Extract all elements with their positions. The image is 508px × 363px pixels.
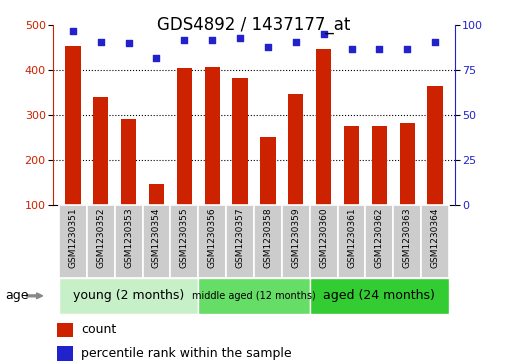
Point: [403, 46, 411, 52]
Bar: [115, 205, 143, 278]
Point: [69, 28, 77, 34]
Text: GSM1230363: GSM1230363: [403, 207, 412, 268]
Text: age: age: [5, 289, 28, 302]
Bar: [226, 205, 254, 278]
Bar: [57, 346, 73, 361]
Text: young (2 months): young (2 months): [73, 289, 184, 302]
Bar: [198, 205, 226, 278]
Bar: [177, 68, 192, 250]
Bar: [87, 205, 115, 278]
Text: GSM1230361: GSM1230361: [347, 207, 356, 268]
Point: [431, 39, 439, 45]
Bar: [198, 278, 310, 314]
Text: middle aged (12 months): middle aged (12 months): [192, 291, 316, 301]
Bar: [59, 205, 87, 278]
Bar: [310, 205, 338, 278]
Point: [292, 39, 300, 45]
Text: GSM1230355: GSM1230355: [180, 207, 189, 268]
Bar: [421, 205, 449, 278]
Text: count: count: [81, 323, 117, 337]
Text: GSM1230359: GSM1230359: [291, 207, 300, 268]
Point: [347, 46, 356, 52]
Bar: [170, 205, 198, 278]
Bar: [288, 94, 303, 250]
Text: percentile rank within the sample: percentile rank within the sample: [81, 347, 292, 360]
Bar: [365, 205, 393, 278]
Bar: [372, 126, 387, 250]
Text: GSM1230357: GSM1230357: [236, 207, 244, 268]
Point: [320, 32, 328, 37]
Point: [97, 39, 105, 45]
Bar: [205, 67, 220, 250]
Text: aged (24 months): aged (24 months): [324, 289, 435, 302]
Bar: [338, 205, 365, 278]
Bar: [316, 49, 331, 250]
Text: GSM1230356: GSM1230356: [208, 207, 217, 268]
Text: GSM1230364: GSM1230364: [431, 207, 439, 268]
Bar: [344, 126, 359, 250]
Text: GSM1230358: GSM1230358: [264, 207, 272, 268]
Bar: [149, 184, 164, 250]
Point: [375, 46, 384, 52]
Bar: [260, 137, 276, 250]
Text: GDS4892 / 1437177_at: GDS4892 / 1437177_at: [157, 16, 351, 34]
Bar: [393, 205, 421, 278]
Bar: [57, 323, 73, 337]
Point: [208, 37, 216, 43]
Bar: [143, 205, 170, 278]
Point: [180, 37, 188, 43]
Text: GSM1230353: GSM1230353: [124, 207, 133, 268]
Bar: [65, 46, 80, 250]
Text: GSM1230354: GSM1230354: [152, 207, 161, 268]
Point: [152, 55, 161, 61]
Point: [124, 41, 133, 46]
Bar: [282, 205, 310, 278]
Point: [264, 44, 272, 50]
Bar: [310, 278, 449, 314]
Bar: [59, 278, 198, 314]
Bar: [121, 119, 136, 250]
Point: [236, 35, 244, 41]
Text: GSM1230362: GSM1230362: [375, 207, 384, 268]
Bar: [428, 86, 443, 250]
Text: GSM1230351: GSM1230351: [69, 207, 77, 268]
Text: GSM1230352: GSM1230352: [96, 207, 105, 268]
Bar: [232, 78, 248, 250]
Bar: [93, 97, 108, 250]
Bar: [254, 205, 282, 278]
Text: GSM1230360: GSM1230360: [319, 207, 328, 268]
Bar: [400, 123, 415, 250]
